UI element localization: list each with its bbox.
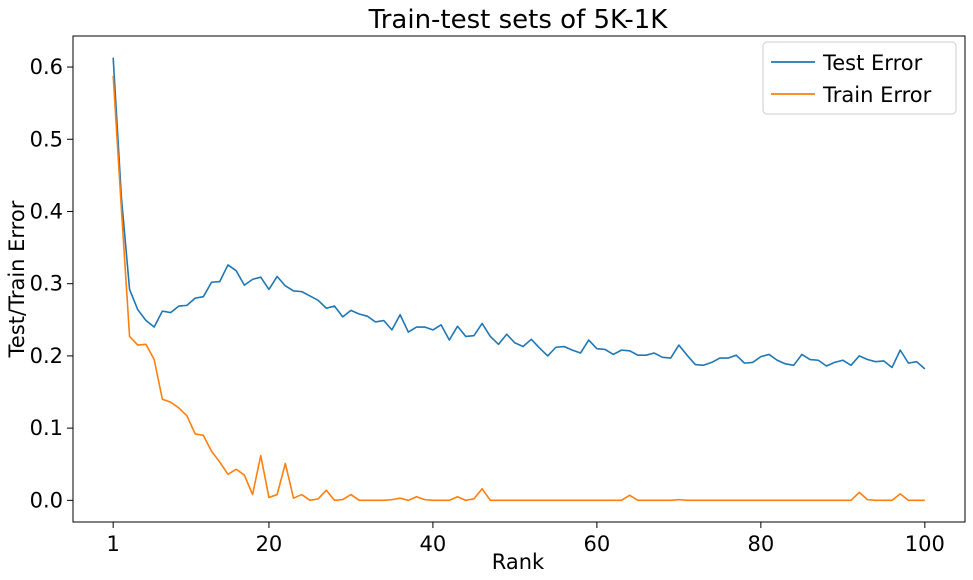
x-tick-label: 1 <box>106 532 119 556</box>
y-axis-label: Test/Train Error <box>5 200 29 358</box>
y-tick-label: 0.4 <box>30 199 63 223</box>
series-line-test-error <box>112 57 926 370</box>
y-tick-label: 0.2 <box>30 344 63 368</box>
x-tick-label: 60 <box>584 532 611 556</box>
chart-title: Train-test sets of 5K-1K <box>368 5 669 35</box>
x-tick-label: 100 <box>905 532 945 556</box>
series-line-train-error <box>112 75 925 502</box>
y-tick-label: 0.3 <box>30 272 63 296</box>
y-tick-label: 0.6 <box>30 55 63 79</box>
x-tick-label: 40 <box>420 532 447 556</box>
x-axis: 1 20 40 60 80 100 <box>106 522 945 556</box>
plot-frame <box>72 35 966 523</box>
legend-label-test-error: Test Error <box>822 51 923 75</box>
y-tick-label: 0.5 <box>30 127 63 151</box>
y-tick-label: 0.1 <box>30 416 63 440</box>
legend-label-train-error: Train Error <box>822 83 932 107</box>
x-tick-label: 20 <box>256 532 283 556</box>
x-axis-label: Rank <box>492 550 545 574</box>
x-tick-label: 80 <box>747 532 774 556</box>
legend-box <box>762 41 957 115</box>
legend: Test Error Train Error <box>762 41 957 115</box>
y-tick-label: 0.0 <box>30 488 63 512</box>
plot-area <box>112 57 926 502</box>
y-axis: 0.0 0.1 0.2 0.3 0.4 0.5 0.6 <box>30 55 73 512</box>
